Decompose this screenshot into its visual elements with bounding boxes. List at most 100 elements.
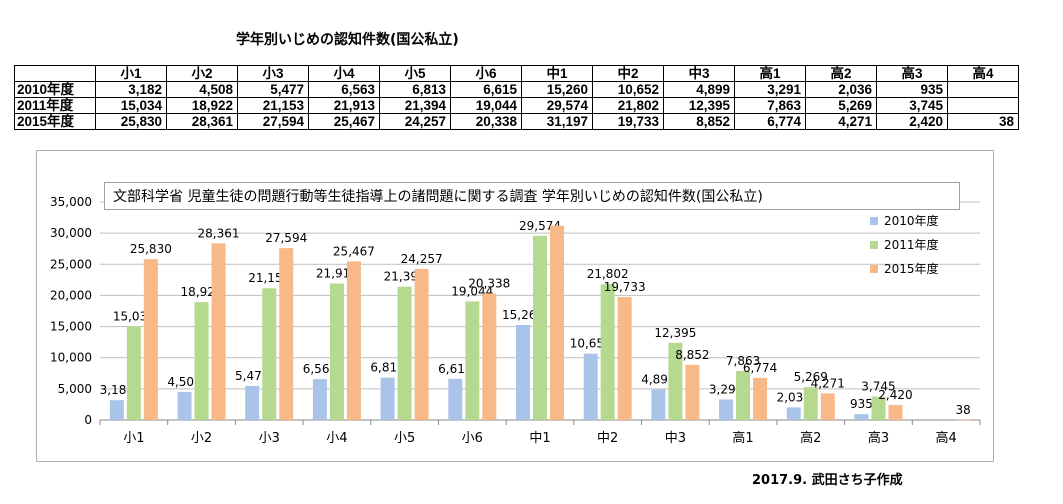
table-cell: 5,269 <box>805 97 877 114</box>
bar-2010年度 <box>786 407 801 420</box>
table-cell: 38 <box>947 113 1019 130</box>
bar-2010年度 <box>651 389 666 420</box>
bar-2011年度 <box>600 284 615 420</box>
bar-2011年度 <box>533 235 547 420</box>
data-label: 21,802 <box>587 267 629 281</box>
bar-2015年度 <box>956 419 971 421</box>
data-label: 3,291 <box>709 383 743 397</box>
x-tick-label: 中1 <box>529 431 550 446</box>
table-cell: 3,291 <box>734 81 806 98</box>
y-tick-label: 15,000 <box>50 320 92 334</box>
x-tick-label: 小3 <box>259 431 280 446</box>
data-label: 3,745 <box>861 380 895 394</box>
bar-2015年度 <box>414 268 429 420</box>
bar-2015年度 <box>820 393 835 420</box>
bar-2011年度 <box>465 301 480 420</box>
data-label: 25,830 <box>130 242 172 256</box>
table-row: 2010年度 3,182 4,508 5,477 6,563 6,813 6,615 15,2… <box>14 81 1019 98</box>
table-cell: 15,260 <box>521 81 593 98</box>
table-row-label: 2015年度 <box>14 113 96 130</box>
data-label: 4,899 <box>641 372 675 386</box>
bar-2011年度 <box>126 326 141 420</box>
legend-label: 2011年度 <box>884 237 939 252</box>
legend-swatch <box>870 217 878 225</box>
bar-2015年度 <box>617 297 632 420</box>
data-label: 2,420 <box>878 388 912 402</box>
table-cell: 19,044 <box>450 97 522 114</box>
y-tick-label: 0 <box>84 413 92 427</box>
data-label: 7,863 <box>726 354 760 368</box>
table-cell: 25,830 <box>95 113 167 130</box>
data-label: 38 <box>956 403 971 417</box>
data-label: 28,361 <box>198 226 240 240</box>
data-label: 4,271 <box>811 376 845 390</box>
bar-2011年度 <box>262 288 277 420</box>
bar-2010年度 <box>719 399 734 420</box>
x-tick-label: 小5 <box>394 431 415 446</box>
y-tick-label: 30,000 <box>50 226 92 240</box>
data-label: 6,774 <box>743 361 777 375</box>
bar-2010年度 <box>380 377 395 420</box>
bar-2015年度 <box>550 225 564 420</box>
table-cell: 4,271 <box>805 113 877 130</box>
table-row: 2015年度 25,830 28,361 27,594 25,467 24,257 20,3… <box>14 113 1019 130</box>
bar-2015年度 <box>685 364 700 420</box>
y-tick-label: 20,000 <box>50 288 92 302</box>
bar-2010年度 <box>448 378 463 420</box>
x-tick-label: 中2 <box>597 431 618 446</box>
x-tick-label: 小4 <box>326 431 347 446</box>
bar-2010年度 <box>312 379 327 420</box>
bar-2015年度 <box>346 261 361 420</box>
bar-2015年度 <box>482 293 497 420</box>
data-label: 4,508 <box>167 375 201 389</box>
data-table: 小1 小2 小3 小4 小5 小6 中1 中2 中3 高1 高2 高3 高4 2… <box>14 65 1019 130</box>
table-header-cell: 高4 <box>947 65 1019 82</box>
data-label: 6,813 <box>370 361 404 375</box>
bar-2015年度 <box>143 259 158 420</box>
data-label: 6,615 <box>438 362 472 376</box>
legend-label: 2015年度 <box>884 261 939 276</box>
y-tick-label: 10,000 <box>50 351 92 365</box>
table-cell: 6,774 <box>734 113 806 130</box>
data-label: 2,036 <box>777 390 811 404</box>
table-cell: 21,802 <box>592 97 664 114</box>
table-cell: 20,338 <box>450 113 522 130</box>
table-cell: 6,813 <box>379 81 451 98</box>
y-tick-label: 5,000 <box>58 382 92 396</box>
x-tick-label: 小1 <box>123 431 144 446</box>
legend-swatch <box>870 265 878 273</box>
table-header-row: 小1 小2 小3 小4 小5 小6 中1 中2 中3 高1 高2 高3 高4 <box>14 65 1019 82</box>
bar-2015年度 <box>211 243 226 420</box>
bar-2011年度 <box>194 302 209 420</box>
data-label: 935 <box>850 397 873 411</box>
data-label: 5,477 <box>235 369 269 383</box>
bar-2011年度 <box>329 283 344 420</box>
table-cell: 6,615 <box>450 81 522 98</box>
chart-title: 文部科学省 児童生徒の問題行動等生徒指導上の諸問題に関する調査 学年別いじめの認… <box>104 182 960 210</box>
bar-2011年度 <box>871 396 886 420</box>
credit-text: 2017.9. 武田さち子作成 <box>752 473 903 488</box>
x-tick-label: 高1 <box>732 430 753 446</box>
bar-2011年度 <box>736 371 751 420</box>
table-row-label: 2011年度 <box>14 97 96 114</box>
legend-label: 2010年度 <box>884 213 939 228</box>
table-header-cell: 高3 <box>876 65 948 82</box>
table-cell: 24,257 <box>379 113 451 130</box>
bar-2010年度 <box>516 324 530 420</box>
table-cell: 2,420 <box>876 113 948 130</box>
data-label: 6,563 <box>303 362 337 376</box>
table-cell: 8,852 <box>663 113 735 130</box>
table-cell: 27,594 <box>237 113 309 130</box>
data-label: 27,594 <box>265 231 307 245</box>
bar-2011年度 <box>803 387 818 420</box>
data-label: 3,182 <box>100 383 134 397</box>
table-header-cell: 小4 <box>308 65 380 82</box>
table-cell: 12,395 <box>663 97 735 114</box>
bar-2011年度 <box>397 286 412 420</box>
data-label: 12,395 <box>654 326 696 340</box>
bar-2015年度 <box>753 377 768 420</box>
data-label: 8,852 <box>675 348 709 362</box>
bar-2015年度 <box>279 248 294 420</box>
table-cell: 3,182 <box>95 81 167 98</box>
